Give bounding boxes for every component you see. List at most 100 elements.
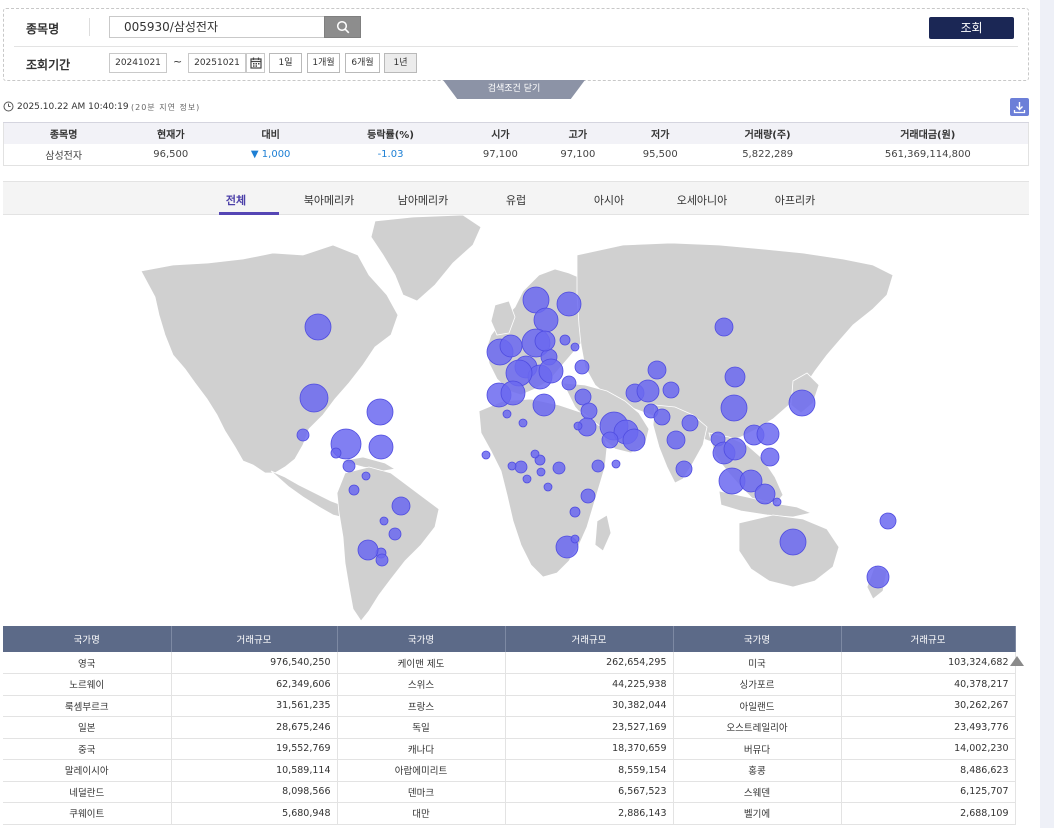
- stock-search-input[interactable]: 005930/삼성전자: [109, 16, 325, 38]
- trade-bubble[interactable]: [507, 461, 517, 471]
- country-name-cell: 오스트레일리아: [673, 716, 842, 739]
- trade-bubble[interactable]: [375, 553, 389, 567]
- trade-bubble[interactable]: [536, 467, 546, 477]
- country-name-cell: 싱가포르: [673, 673, 842, 696]
- trade-bubble[interactable]: [543, 482, 553, 492]
- trade-bubble[interactable]: [304, 313, 332, 341]
- period-1day-button[interactable]: 1일: [269, 53, 302, 73]
- trade-bubble[interactable]: [866, 565, 890, 589]
- trade-bubble[interactable]: [622, 428, 646, 452]
- quote-header: 저가: [612, 122, 708, 144]
- trade-bubble[interactable]: [720, 394, 748, 422]
- trade-bubble[interactable]: [481, 450, 491, 460]
- trade-bubble[interactable]: [636, 379, 660, 403]
- trade-bubble[interactable]: [391, 496, 411, 516]
- trade-bubble[interactable]: [724, 366, 746, 388]
- trade-bubble[interactable]: [570, 342, 580, 352]
- trade-bubble[interactable]: [361, 471, 371, 481]
- trade-bubble[interactable]: [502, 409, 512, 419]
- trade-bubble[interactable]: [779, 528, 807, 556]
- trade-volume-cell: 62,349,606: [171, 673, 338, 696]
- trade-bubble[interactable]: [559, 334, 571, 346]
- tab-oceania[interactable]: 오세아니아: [676, 194, 728, 207]
- trade-bubble[interactable]: [500, 380, 526, 406]
- trade-volume-cell: 2,688,109: [841, 802, 1016, 825]
- period-label: 조회기간: [26, 58, 71, 72]
- trade-bubble[interactable]: [591, 459, 605, 473]
- table-scroll-up-arrow[interactable]: [1010, 656, 1024, 666]
- trade-bubble[interactable]: [522, 474, 532, 484]
- query-button[interactable]: 조회: [929, 17, 1014, 39]
- trade-bubble[interactable]: [675, 460, 693, 478]
- trade-bubble[interactable]: [681, 414, 699, 432]
- trade-bubble[interactable]: [754, 483, 776, 505]
- trade-bubble[interactable]: [366, 398, 394, 426]
- trade-bubble[interactable]: [611, 459, 621, 469]
- trade-bubble[interactable]: [714, 317, 734, 337]
- trade-bubble[interactable]: [348, 484, 360, 496]
- trade-bubble[interactable]: [788, 389, 816, 417]
- trade-bubble[interactable]: [601, 431, 619, 449]
- trade-bubble[interactable]: [739, 469, 763, 493]
- tab-europe[interactable]: 유럽: [505, 194, 527, 207]
- tab-all[interactable]: 전체: [225, 194, 247, 207]
- trade-bubble[interactable]: [330, 447, 342, 459]
- trade-bubble[interactable]: [296, 428, 310, 442]
- trade-bubble[interactable]: [368, 434, 394, 460]
- trade-bubble[interactable]: [772, 497, 782, 507]
- trade-bubble[interactable]: [379, 516, 389, 526]
- tab-north-america[interactable]: 북아메리카: [303, 194, 355, 207]
- trade-bubble[interactable]: [760, 447, 780, 467]
- end-date-input[interactable]: 20251021: [188, 53, 246, 73]
- date-separator: ~: [173, 55, 183, 68]
- page-scrollbar[interactable]: [1040, 0, 1054, 828]
- trade-bubble[interactable]: [530, 449, 540, 459]
- toggle-search-conditions-button[interactable]: 검색조건 닫기: [443, 80, 585, 99]
- country-name-cell: 중국: [3, 738, 172, 760]
- period-1month-button[interactable]: 1개월: [307, 53, 340, 73]
- trade-bubble[interactable]: [666, 430, 686, 450]
- trade-bubble[interactable]: [570, 534, 580, 544]
- country-header: 국가명: [673, 626, 842, 652]
- trade-bubble[interactable]: [756, 422, 780, 446]
- period-6month-button[interactable]: 6개월: [345, 53, 380, 73]
- trade-bubble[interactable]: [573, 421, 583, 431]
- trade-bubble[interactable]: [538, 358, 564, 384]
- trade-bubble[interactable]: [388, 527, 402, 541]
- trade-bubble[interactable]: [518, 418, 528, 428]
- trade-bubble[interactable]: [662, 381, 680, 399]
- quote-low: 95,500: [612, 143, 708, 166]
- trade-bubble[interactable]: [533, 307, 559, 333]
- trade-bubble[interactable]: [532, 393, 556, 417]
- trade-bubble[interactable]: [653, 408, 671, 426]
- trade-bubble[interactable]: [879, 512, 897, 530]
- download-button[interactable]: [1010, 98, 1029, 116]
- tab-africa[interactable]: 아프리카: [774, 194, 816, 207]
- trade-bubble[interactable]: [357, 539, 379, 561]
- trade-bubble[interactable]: [569, 506, 581, 518]
- trade-bubble[interactable]: [556, 291, 582, 317]
- trade-bubble[interactable]: [342, 459, 356, 473]
- trade-bubble[interactable]: [580, 402, 598, 420]
- tab-asia[interactable]: 아시아: [593, 194, 625, 207]
- trade-bubble[interactable]: [514, 460, 528, 474]
- stock-search-button[interactable]: [324, 16, 361, 38]
- trade-bubble[interactable]: [499, 334, 523, 358]
- trade-bubble[interactable]: [561, 375, 577, 391]
- trade-bubble[interactable]: [580, 488, 596, 504]
- country-name-cell: 노르웨이: [3, 673, 172, 696]
- trade-bubble[interactable]: [647, 360, 667, 380]
- trade-bubble[interactable]: [574, 388, 592, 406]
- trade-bubble[interactable]: [574, 359, 590, 375]
- period-1year-button[interactable]: 1년: [384, 53, 417, 73]
- land-uk: [490, 300, 516, 336]
- start-date-input[interactable]: 20241021: [109, 53, 167, 73]
- trade-bubble[interactable]: [723, 437, 747, 461]
- country-name-cell: 영국: [3, 652, 172, 674]
- table-row: 룩셈부르크 31,561,235 프랑스 30,382,044 아일랜드 30,262,2…: [3, 695, 1016, 717]
- tab-south-america[interactable]: 남아메리카: [397, 194, 449, 207]
- calendar-button[interactable]: [246, 53, 265, 73]
- trade-bubble[interactable]: [299, 383, 329, 413]
- trade-bubble[interactable]: [534, 330, 556, 352]
- trade-bubble[interactable]: [552, 461, 566, 475]
